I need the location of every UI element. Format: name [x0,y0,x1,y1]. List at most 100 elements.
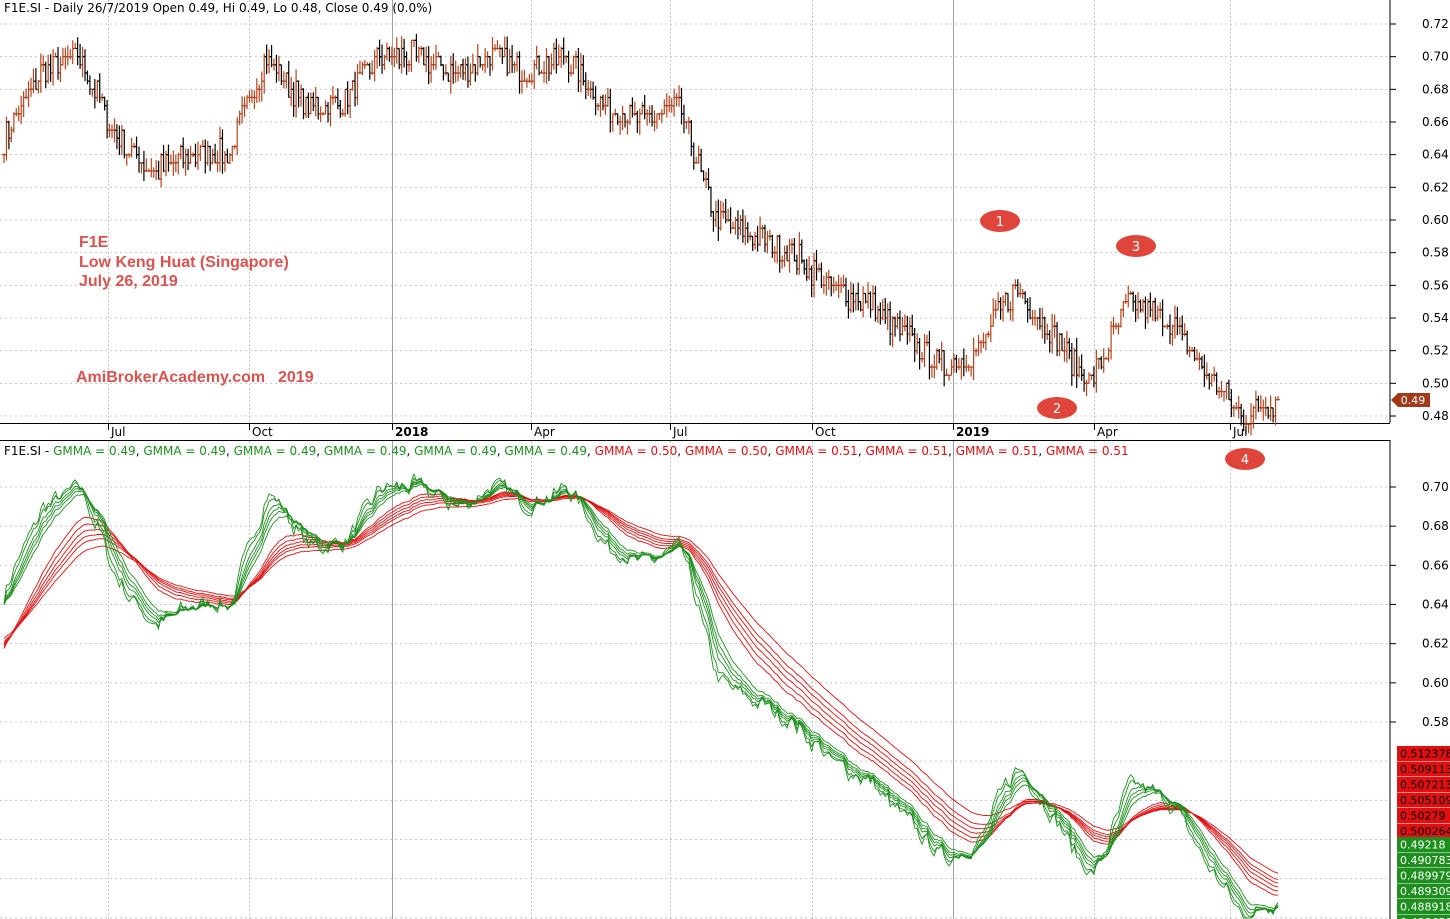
price-bar [205,140,210,166]
price-bar [1057,332,1062,357]
price-bar [1143,296,1148,329]
price-bar [399,35,404,74]
price-bar [1064,331,1069,363]
x-axis-label: Jul [672,425,687,439]
price-bar [36,79,41,94]
price-bar [176,152,181,175]
price-bar [907,317,912,342]
price-bar [114,124,119,150]
gmma-header-separator: , [587,444,595,458]
price-bar [9,126,14,143]
price-bar [971,337,976,380]
price-bar [453,60,458,83]
gmma-short-line [3,481,1279,912]
price-bar [1167,314,1172,345]
price-bar [316,96,321,120]
price-bar [264,44,269,75]
price-bar [681,104,686,134]
price-bar [254,78,259,103]
price-bar [141,150,146,182]
price-bar [475,43,480,76]
price-bar [468,63,473,86]
price-bar [704,171,709,189]
gmma-header-separator: , [948,444,956,458]
price-bar [397,47,402,70]
gmma-long-tag [1397,808,1450,823]
svg-text:4: 4 [1241,453,1249,468]
price-bar [38,53,43,93]
price-bar [377,39,382,67]
marker-4: 4 [1225,448,1265,470]
price-bar [26,81,31,108]
price-bar [434,44,439,70]
price-bar [814,249,819,281]
price-bar [969,366,974,377]
price-bar [286,60,291,99]
price-y-tick: 0.48 [1422,409,1449,423]
price-bar [615,113,620,125]
price-bar [1079,354,1084,381]
x-axis-label: Apr [534,425,555,439]
price-panel: 0.72 0.70 0.68 0.66 0.64 0.62 0.60 0.58 0.56 0.54… [0,0,1449,439]
gmma-short-tag-value: 0.489979 [1400,870,1450,883]
price-bar [235,117,240,156]
price-bar [424,46,429,73]
price-bar [888,301,893,346]
price-bar [83,49,88,82]
price-bar [65,45,70,66]
price-bar [132,142,137,149]
price-bar [404,51,409,75]
price-bar [195,141,200,170]
gmma-short-line [3,472,1279,919]
price-bar [97,73,102,104]
price-bar [991,298,996,327]
gmma-header-item: GMMA = 0.49 [504,444,587,458]
gmma-y-axis: 0.70 0.68 0.66 0.64 0.62 0.60 0.58 [1390,480,1449,729]
gmma-panel: 0.70 0.68 0.66 0.64 0.62 0.60 0.58 F1E.SI - GM… [0,440,1450,919]
price-bar [1109,321,1114,360]
price-bar [463,58,468,81]
price-bar [333,95,338,104]
price-bar [566,50,571,83]
price-bar [996,292,1001,311]
price-bar [711,211,716,232]
price-bar [988,314,993,343]
price-bar [762,224,767,253]
gmma-header-separator: , [316,444,324,458]
price-bar [326,102,331,123]
price-bar [426,46,431,85]
price-bar [1253,390,1258,420]
gmma-long-tag-value: 0.500264 [1400,825,1450,838]
price-bar [262,53,267,94]
price-bar [699,148,704,173]
price-bar [620,106,625,131]
price-bar [927,330,932,380]
price-bar [85,70,90,85]
price-bar [1123,293,1128,304]
price-bar [357,60,362,74]
gmma-header-item: GMMA = 0.51 [1046,444,1129,458]
price-bar [1140,299,1145,313]
price-bar [502,36,507,58]
price-bar [799,239,804,264]
price-bar [421,47,426,66]
price-bar [218,126,223,172]
gmma-short-tag-value: 0.49218 [1400,839,1446,852]
price-bar [1204,362,1209,380]
price-bar [127,153,132,158]
price-bar [718,200,723,231]
price-bar [4,116,9,161]
price-bar [240,96,245,124]
price-bar [159,153,164,188]
price-bar [826,269,831,290]
price-bar [767,229,772,241]
price-bar [1028,297,1033,320]
price-bar [451,53,456,84]
price-bar [232,144,237,150]
price-bar [964,354,969,373]
price-bar [1239,404,1244,426]
price-bar [1086,372,1091,384]
price-bar [978,339,983,353]
price-bar [1180,315,1185,341]
gmma-short-line [3,480,1279,914]
